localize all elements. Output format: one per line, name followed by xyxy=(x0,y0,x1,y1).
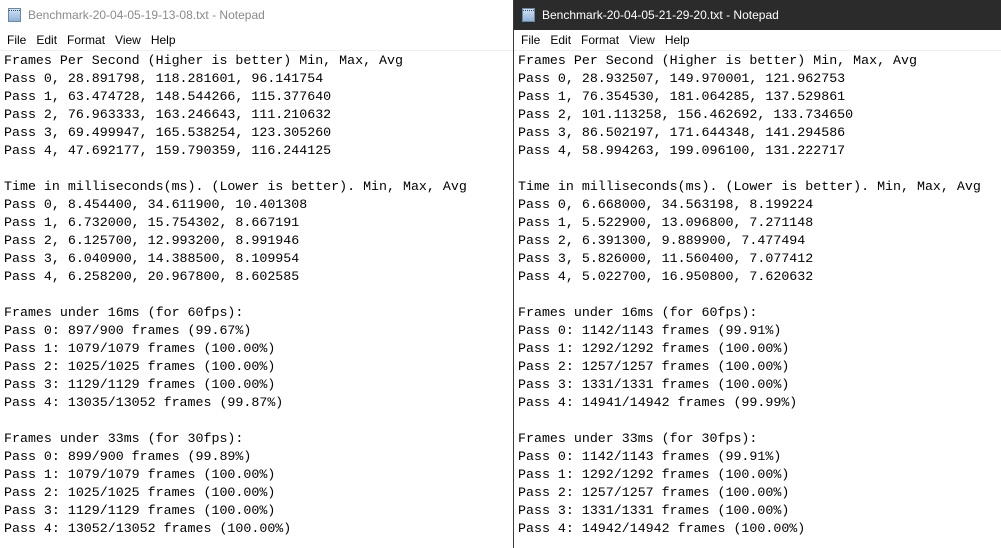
text-line: Pass 4, 47.692177, 159.790359, 116.24412… xyxy=(4,143,332,158)
text-line: Pass 3, 86.502197, 171.644348, 141.29458… xyxy=(518,125,846,140)
text-line: Pass 2: 1257/1257 frames (100.00%) xyxy=(518,485,790,500)
text-line: Pass 2: 1025/1025 frames (100.00%) xyxy=(4,485,276,500)
notepad-window-right[interactable]: Benchmark-20-04-05-21-29-20.txt - Notepa… xyxy=(513,0,1001,548)
text-line xyxy=(4,412,513,430)
window-title: Benchmark-20-04-05-21-29-20.txt - Notepa… xyxy=(542,8,779,22)
text-line: Pass 2, 6.391300, 9.889900, 7.477494 xyxy=(518,233,806,248)
text-line: Pass 3, 6.040900, 14.388500, 8.109954 xyxy=(4,251,300,266)
notepad-icon xyxy=(8,8,21,22)
text-line: Pass 3, 69.499947, 165.538254, 123.30526… xyxy=(4,125,332,140)
text-line: Pass 1: 1292/1292 frames (100.00%) xyxy=(518,341,790,356)
notepad-icon xyxy=(522,8,535,22)
text-line: Pass 0, 28.891798, 118.281601, 96.141754 xyxy=(4,71,324,86)
text-editor[interactable]: Frames Per Second (Higher is better) Min… xyxy=(0,51,513,538)
menu-view[interactable]: View xyxy=(629,33,655,47)
text-line: Pass 0: 899/900 frames (99.89%) xyxy=(4,449,252,464)
menu-edit[interactable]: Edit xyxy=(550,33,572,47)
text-line: Pass 2, 76.963333, 163.246643, 111.21063… xyxy=(4,107,332,122)
notepad-window-left[interactable]: Benchmark-20-04-05-19-13-08.txt - Notepa… xyxy=(0,0,513,548)
text-line xyxy=(518,412,1001,430)
menu-format[interactable]: Format xyxy=(67,33,106,47)
menu-bar: File Edit Format View Help xyxy=(0,30,513,51)
menu-edit[interactable]: Edit xyxy=(36,33,58,47)
text-line: Pass 3, 5.826000, 11.560400, 7.077412 xyxy=(518,251,814,266)
text-line: Pass 3: 1129/1129 frames (100.00%) xyxy=(4,503,276,518)
window-title: Benchmark-20-04-05-19-13-08.txt - Notepa… xyxy=(28,8,265,22)
text-line: Pass 1: 1292/1292 frames (100.00%) xyxy=(518,467,790,482)
text-line: Frames under 16ms (for 60fps): xyxy=(518,305,758,320)
menu-bar: File Edit Format View Help xyxy=(514,30,1001,51)
text-line: Pass 4: 13052/13052 frames (100.00%) xyxy=(4,521,292,536)
text-line: Pass 4: 13035/13052 frames (99.87%) xyxy=(4,395,284,410)
text-line xyxy=(4,286,513,304)
text-line: Pass 4, 5.022700, 16.950800, 7.620632 xyxy=(518,269,814,284)
text-line: Time in milliseconds(ms). (Lower is bett… xyxy=(4,179,467,194)
text-line: Pass 1, 63.474728, 148.544266, 115.37764… xyxy=(4,89,332,104)
text-line: Frames Per Second (Higher is better) Min… xyxy=(4,53,403,68)
text-line: Frames under 33ms (for 30fps): xyxy=(4,431,244,446)
text-line: Pass 2, 6.125700, 12.993200, 8.991946 xyxy=(4,233,300,248)
menu-help[interactable]: Help xyxy=(664,33,690,47)
text-line: Pass 0: 897/900 frames (99.67%) xyxy=(4,323,252,338)
text-line xyxy=(518,160,1001,178)
menu-format[interactable]: Format xyxy=(581,33,620,47)
menu-file[interactable]: File xyxy=(7,33,27,47)
menu-help[interactable]: Help xyxy=(150,33,176,47)
text-line: Pass 2: 1025/1025 frames (100.00%) xyxy=(4,359,276,374)
text-line xyxy=(518,286,1001,304)
text-line: Pass 1, 76.354530, 181.064285, 137.52986… xyxy=(518,89,846,104)
menu-view[interactable]: View xyxy=(115,33,141,47)
text-line: Pass 3: 1331/1331 frames (100.00%) xyxy=(518,377,790,392)
text-line: Pass 4: 14942/14942 frames (100.00%) xyxy=(518,521,806,536)
text-line: Pass 0, 6.668000, 34.563198, 8.199224 xyxy=(518,197,814,212)
text-line: Pass 1: 1079/1079 frames (100.00%) xyxy=(4,341,276,356)
text-line xyxy=(4,160,513,178)
text-line: Time in milliseconds(ms). (Lower is bett… xyxy=(518,179,981,194)
menu-file[interactable]: File xyxy=(521,33,541,47)
text-line: Frames under 16ms (for 60fps): xyxy=(4,305,244,320)
text-line: Pass 4: 14941/14942 frames (99.99%) xyxy=(518,395,798,410)
text-line: Pass 2: 1257/1257 frames (100.00%) xyxy=(518,359,790,374)
text-line: Pass 1: 1079/1079 frames (100.00%) xyxy=(4,467,276,482)
text-line: Pass 3: 1331/1331 frames (100.00%) xyxy=(518,503,790,518)
title-bar[interactable]: Benchmark-20-04-05-21-29-20.txt - Notepa… xyxy=(514,0,1001,30)
text-line: Pass 4, 58.994263, 199.096100, 131.22271… xyxy=(518,143,846,158)
text-line: Pass 1, 5.522900, 13.096800, 7.271148 xyxy=(518,215,814,230)
text-line: Pass 0: 1142/1143 frames (99.91%) xyxy=(518,323,782,338)
text-line: Frames under 33ms (for 30fps): xyxy=(518,431,758,446)
text-line: Pass 0: 1142/1143 frames (99.91%) xyxy=(518,449,782,464)
text-line: Frames Per Second (Higher is better) Min… xyxy=(518,53,917,68)
title-bar[interactable]: Benchmark-20-04-05-19-13-08.txt - Notepa… xyxy=(0,0,513,30)
text-editor[interactable]: Frames Per Second (Higher is better) Min… xyxy=(514,51,1001,538)
text-line: Pass 0, 8.454400, 34.611900, 10.401308 xyxy=(4,197,308,212)
text-line: Pass 1, 6.732000, 15.754302, 8.667191 xyxy=(4,215,300,230)
text-line: Pass 2, 101.113258, 156.462692, 133.7346… xyxy=(518,107,854,122)
text-line: Pass 0, 28.932507, 149.970001, 121.96275… xyxy=(518,71,846,86)
text-line: Pass 3: 1129/1129 frames (100.00%) xyxy=(4,377,276,392)
text-line: Pass 4, 6.258200, 20.967800, 8.602585 xyxy=(4,269,300,284)
